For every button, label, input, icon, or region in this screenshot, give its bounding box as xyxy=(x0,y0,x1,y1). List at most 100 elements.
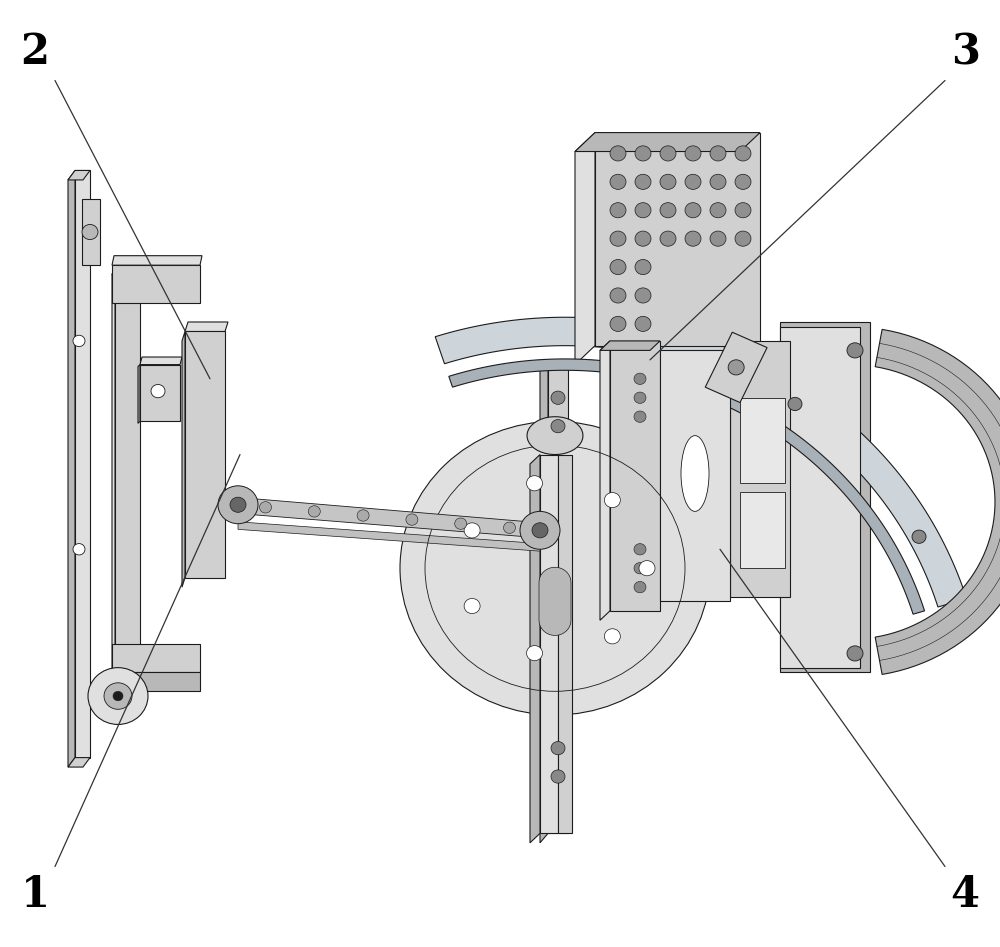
Polygon shape xyxy=(600,341,660,350)
Polygon shape xyxy=(185,331,225,578)
Circle shape xyxy=(728,360,744,375)
Circle shape xyxy=(532,523,548,538)
Polygon shape xyxy=(780,322,870,672)
Circle shape xyxy=(660,146,676,161)
Circle shape xyxy=(88,668,148,724)
Polygon shape xyxy=(238,522,540,551)
Circle shape xyxy=(604,629,620,644)
Polygon shape xyxy=(540,455,558,833)
Ellipse shape xyxy=(681,436,709,511)
Circle shape xyxy=(912,530,926,544)
Polygon shape xyxy=(660,350,730,601)
Circle shape xyxy=(610,174,626,189)
Circle shape xyxy=(104,683,132,709)
Circle shape xyxy=(464,523,480,538)
Polygon shape xyxy=(182,331,185,587)
Circle shape xyxy=(218,486,258,524)
Polygon shape xyxy=(68,170,90,180)
Circle shape xyxy=(635,316,651,331)
Polygon shape xyxy=(595,133,760,346)
Circle shape xyxy=(260,502,272,513)
Circle shape xyxy=(635,288,651,303)
Polygon shape xyxy=(235,497,540,538)
Polygon shape xyxy=(548,360,568,833)
Circle shape xyxy=(635,231,651,246)
Polygon shape xyxy=(112,256,202,265)
Circle shape xyxy=(634,581,646,593)
Polygon shape xyxy=(600,341,610,620)
Circle shape xyxy=(400,421,710,715)
Circle shape xyxy=(406,514,418,526)
Circle shape xyxy=(230,497,246,512)
Polygon shape xyxy=(875,330,1000,674)
Polygon shape xyxy=(740,398,785,483)
Circle shape xyxy=(710,231,726,246)
Circle shape xyxy=(634,544,646,555)
Circle shape xyxy=(610,146,626,161)
Polygon shape xyxy=(112,644,200,672)
Circle shape xyxy=(357,509,369,521)
Circle shape xyxy=(455,518,467,529)
Polygon shape xyxy=(185,322,228,331)
Polygon shape xyxy=(740,492,785,568)
Circle shape xyxy=(610,259,626,275)
Circle shape xyxy=(551,742,565,755)
Circle shape xyxy=(634,411,646,422)
Circle shape xyxy=(660,231,676,246)
Polygon shape xyxy=(527,417,583,455)
Circle shape xyxy=(610,316,626,331)
Circle shape xyxy=(847,343,863,358)
Polygon shape xyxy=(112,265,140,275)
Polygon shape xyxy=(540,360,548,843)
Polygon shape xyxy=(610,341,660,611)
Text: 2: 2 xyxy=(20,31,50,73)
Circle shape xyxy=(847,646,863,661)
Circle shape xyxy=(610,288,626,303)
Circle shape xyxy=(520,511,560,549)
Circle shape xyxy=(735,203,751,218)
Text: 4: 4 xyxy=(950,874,980,916)
Circle shape xyxy=(710,174,726,189)
Circle shape xyxy=(735,231,751,246)
Circle shape xyxy=(685,146,701,161)
Circle shape xyxy=(113,691,123,701)
Polygon shape xyxy=(68,758,90,767)
Polygon shape xyxy=(140,365,180,421)
Circle shape xyxy=(634,392,646,403)
Polygon shape xyxy=(705,332,767,402)
Polygon shape xyxy=(530,455,540,843)
Circle shape xyxy=(635,174,651,189)
Circle shape xyxy=(527,646,543,661)
Polygon shape xyxy=(140,357,182,365)
Circle shape xyxy=(660,203,676,218)
Circle shape xyxy=(82,224,98,240)
Circle shape xyxy=(610,231,626,246)
Circle shape xyxy=(635,259,651,275)
Circle shape xyxy=(635,146,651,161)
Circle shape xyxy=(551,391,565,404)
Polygon shape xyxy=(75,170,90,758)
Circle shape xyxy=(788,398,802,411)
Polygon shape xyxy=(780,327,860,668)
Circle shape xyxy=(685,174,701,189)
Circle shape xyxy=(635,203,651,218)
Circle shape xyxy=(504,522,516,533)
Polygon shape xyxy=(558,455,572,833)
Polygon shape xyxy=(112,265,200,303)
Circle shape xyxy=(610,203,626,218)
Polygon shape xyxy=(108,672,112,691)
Circle shape xyxy=(710,146,726,161)
Circle shape xyxy=(464,599,480,614)
Circle shape xyxy=(735,146,751,161)
Circle shape xyxy=(527,475,543,491)
Polygon shape xyxy=(115,265,140,663)
Polygon shape xyxy=(112,672,200,691)
Circle shape xyxy=(551,770,565,783)
Circle shape xyxy=(634,373,646,384)
Circle shape xyxy=(685,203,701,218)
Polygon shape xyxy=(575,133,595,365)
Circle shape xyxy=(639,561,655,576)
Polygon shape xyxy=(68,170,75,767)
Circle shape xyxy=(308,506,320,517)
Polygon shape xyxy=(730,341,790,597)
